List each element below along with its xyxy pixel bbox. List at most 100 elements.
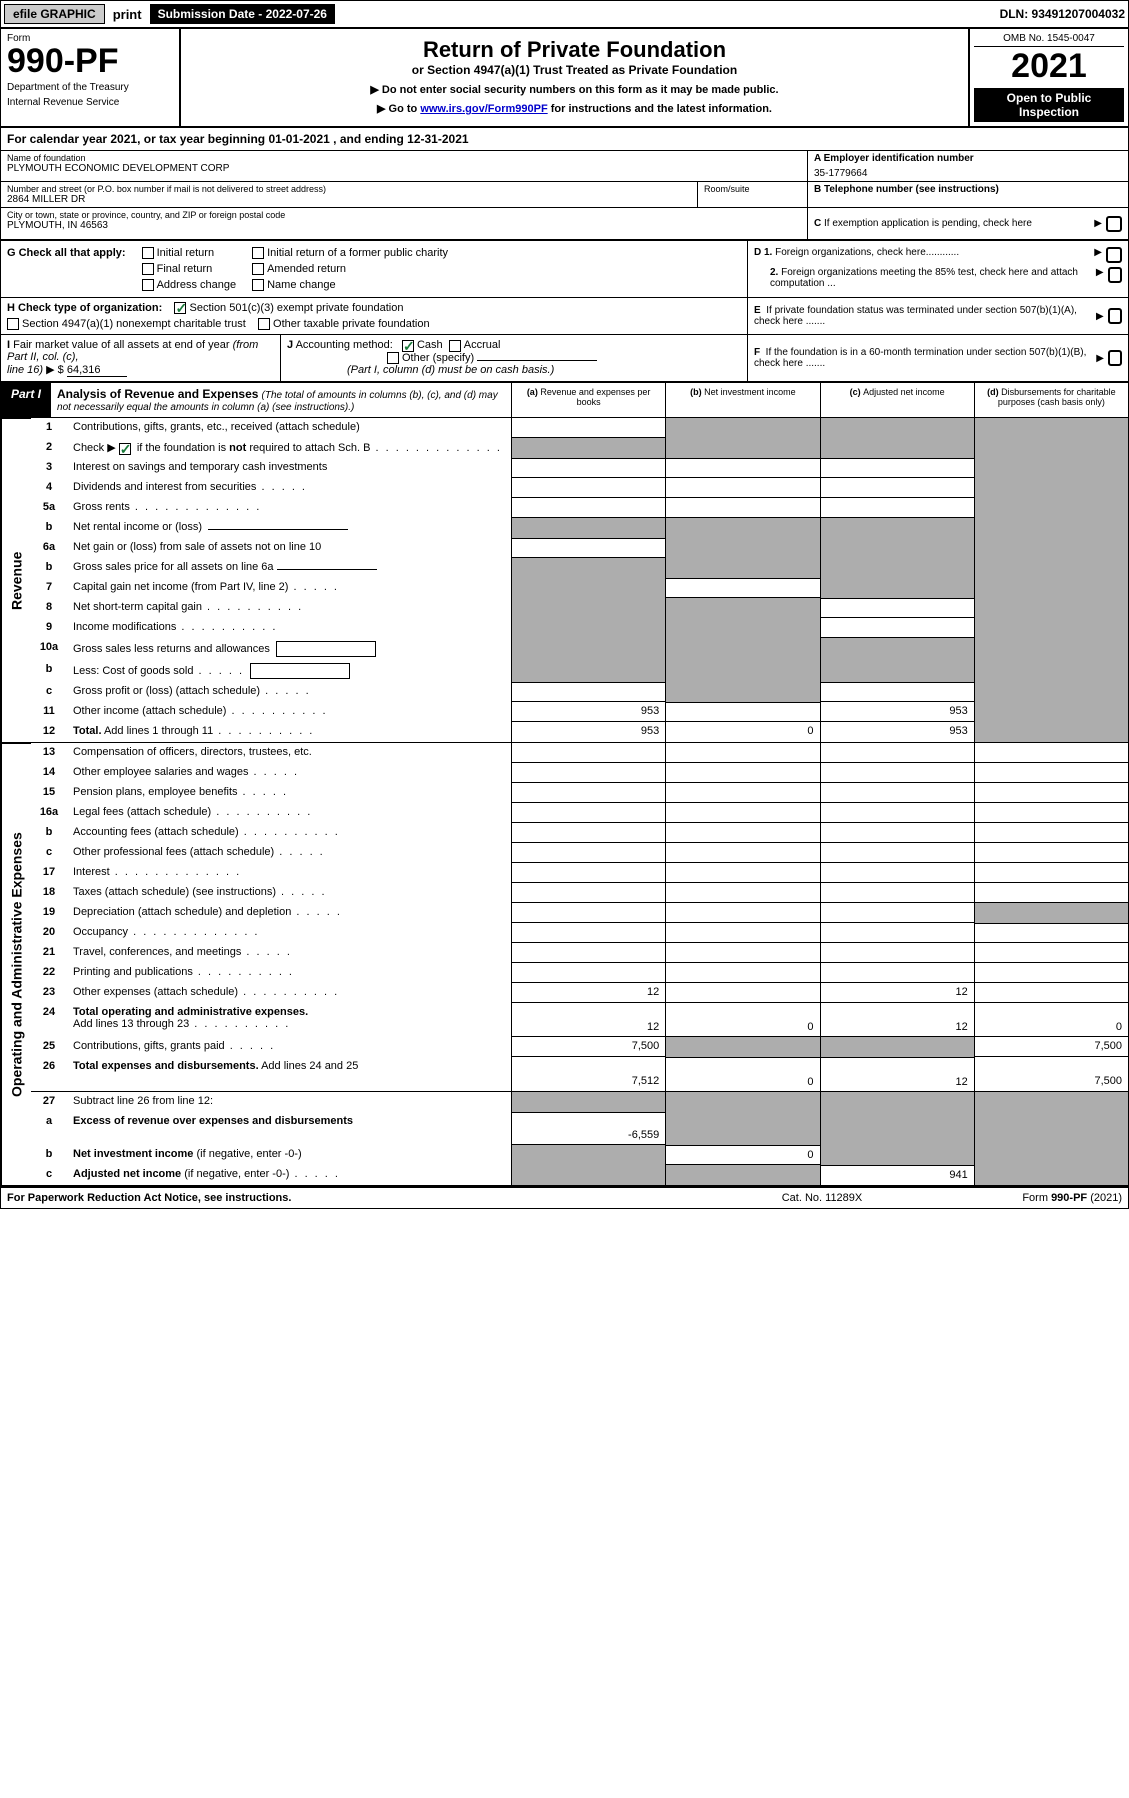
instruction-link: ▶ Go to www.irs.gov/Form990PF for instru… — [189, 102, 960, 115]
row-2: Check ▶ if the foundation is not require… — [67, 438, 511, 458]
col-d-header: (d) Disbursements for charitable purpose… — [974, 383, 1128, 417]
foundation-name: PLYMOUTH ECONOMIC DEVELOPMENT CORP — [7, 163, 801, 174]
r12-a: 953 — [511, 722, 665, 742]
room-suite-label: Room/suite — [698, 182, 808, 207]
address-label: Number and street (or P.O. box number if… — [7, 184, 691, 194]
calendar-year: For calendar year 2021, or tax year begi… — [1, 128, 1128, 151]
r24-a: 12 — [511, 1003, 665, 1037]
cash-checkbox[interactable] — [402, 340, 414, 352]
other-taxable-checkbox[interactable] — [258, 318, 270, 330]
address-value: 2864 MILLER DR — [7, 194, 691, 205]
r24-d: 0 — [974, 1003, 1128, 1037]
instruction-ssn: ▶ Do not enter social security numbers o… — [189, 83, 960, 96]
revenue-side-label: Revenue — [1, 418, 31, 742]
other-method-checkbox[interactable] — [387, 352, 399, 364]
row-21: Travel, conferences, and meetings — [67, 943, 511, 963]
ein-label: A Employer identification number — [814, 153, 1122, 164]
row-10b: Less: Cost of goods sold — [67, 660, 511, 682]
efile-button[interactable]: efile GRAPHIC — [4, 4, 105, 24]
irs-link[interactable]: www.irs.gov/Form990PF — [420, 103, 547, 115]
row-14: Other employee salaries and wages — [67, 763, 511, 783]
part1-desc: Analysis of Revenue and Expenses (The to… — [51, 383, 511, 417]
cash-label: Cash — [417, 339, 443, 351]
row-20: Occupancy — [67, 923, 511, 943]
accrual-checkbox[interactable] — [449, 340, 461, 352]
row-5b: Net rental income or (loss) — [67, 518, 511, 538]
page-footer: For Paperwork Reduction Act Notice, see … — [1, 1186, 1128, 1208]
row-19: Depreciation (attach schedule) and deple… — [67, 903, 511, 923]
d1-checkbox[interactable] — [1106, 247, 1122, 263]
row-23: Other expenses (attach schedule) — [67, 983, 511, 1003]
form-header: Form 990-PF Department of the Treasury I… — [1, 29, 1128, 128]
telephone-label: B Telephone number (see instructions) — [808, 182, 1128, 207]
row-12: Total. Add lines 1 through 11 — [67, 722, 511, 742]
amended-return-checkbox[interactable] — [252, 263, 264, 275]
schb-checkbox[interactable] — [119, 443, 131, 455]
r27b-b: 0 — [665, 1145, 819, 1165]
col-b-header: (b) Net investment income — [665, 383, 819, 417]
section-c-checkbox[interactable] — [1106, 216, 1122, 232]
initial-former-checkbox[interactable] — [252, 247, 264, 259]
row-13: Compensation of officers, directors, tru… — [67, 743, 511, 763]
row-16b: Accounting fees (attach schedule) — [67, 823, 511, 843]
section-g-label: G Check all that apply: — [7, 247, 126, 259]
row-10a: Gross sales less returns and allowances — [67, 638, 511, 660]
r26-d: 7,500 — [974, 1057, 1128, 1091]
ein-value: 35-1779664 — [814, 168, 1122, 179]
section-d1: D 1. Foreign organizations, check here..… — [754, 247, 959, 263]
f-checkbox[interactable] — [1108, 350, 1122, 366]
row-3: Interest on savings and temporary cash i… — [67, 458, 511, 478]
col-c-header: (c) Adjusted net income — [820, 383, 974, 417]
r12-b: 0 — [665, 722, 819, 742]
r11-c: 953 — [820, 702, 974, 722]
row-6b: Gross sales price for all assets on line… — [67, 558, 511, 578]
row-6a: Net gain or (loss) from sale of assets n… — [67, 538, 511, 558]
r26-b: 0 — [665, 1057, 819, 1091]
501c3-label: Section 501(c)(3) exempt private foundat… — [189, 302, 403, 314]
row-9: Income modifications — [67, 618, 511, 638]
r12-c: 953 — [820, 722, 974, 742]
name-change-checkbox[interactable] — [252, 279, 264, 291]
r23-a: 12 — [511, 983, 665, 1003]
tax-year: 2021 — [974, 47, 1124, 86]
501c3-checkbox[interactable] — [174, 302, 186, 314]
row-27: Subtract line 26 from line 12: — [67, 1092, 511, 1112]
r26-c: 12 — [820, 1057, 974, 1091]
row-25: Contributions, gifts, grants paid — [67, 1037, 511, 1057]
r27c-c: 941 — [820, 1165, 974, 1185]
4947-checkbox[interactable] — [7, 318, 19, 330]
row-24: Total operating and administrative expen… — [67, 1003, 511, 1037]
row-22: Printing and publications — [67, 963, 511, 983]
d2-checkbox[interactable] — [1108, 267, 1122, 283]
initial-return-checkbox[interactable] — [142, 247, 154, 259]
r25-a: 7,500 — [511, 1037, 665, 1057]
form-number: 990-PF — [7, 44, 173, 78]
row-16c: Other professional fees (attach schedule… — [67, 843, 511, 863]
row-15: Pension plans, employee benefits — [67, 783, 511, 803]
section-d2: 2. Foreign organizations meeting the 85%… — [754, 267, 1096, 289]
r23-c: 12 — [820, 983, 974, 1003]
inspection-badge: Open to Public Inspection — [974, 88, 1124, 122]
row-8: Net short-term capital gain — [67, 598, 511, 618]
omb-number: OMB No. 1545-0047 — [974, 33, 1124, 47]
col-a-header: (a) Revenue and expenses per books — [511, 383, 665, 417]
e-checkbox[interactable] — [1108, 308, 1122, 324]
print-button[interactable]: print — [113, 7, 142, 22]
top-bar: efile GRAPHIC print Submission Date - 20… — [1, 1, 1128, 29]
r27a-a: -6,559 — [511, 1112, 665, 1145]
row-10c: Gross profit or (loss) (attach schedule) — [67, 682, 511, 702]
expenses-side-label: Operating and Administrative Expenses — [1, 743, 31, 1185]
paperwork-notice: For Paperwork Reduction Act Notice, see … — [7, 1192, 722, 1204]
dept-treasury: Department of the Treasury — [7, 82, 173, 93]
address-change-checkbox[interactable] — [142, 279, 154, 291]
row-11: Other income (attach schedule) — [67, 702, 511, 722]
row-5a: Gross rents — [67, 498, 511, 518]
name-change-label: Name change — [267, 279, 336, 291]
section-f: F If the foundation is in a 60-month ter… — [754, 347, 1096, 369]
r11-a: 953 — [511, 702, 665, 722]
row-1: Contributions, gifts, grants, etc., rece… — [67, 418, 511, 438]
cash-basis-note: (Part I, column (d) must be on cash basi… — [347, 364, 554, 376]
dept-irs: Internal Revenue Service — [7, 97, 173, 108]
final-return-checkbox[interactable] — [142, 263, 154, 275]
4947-label: Section 4947(a)(1) nonexempt charitable … — [22, 318, 246, 330]
